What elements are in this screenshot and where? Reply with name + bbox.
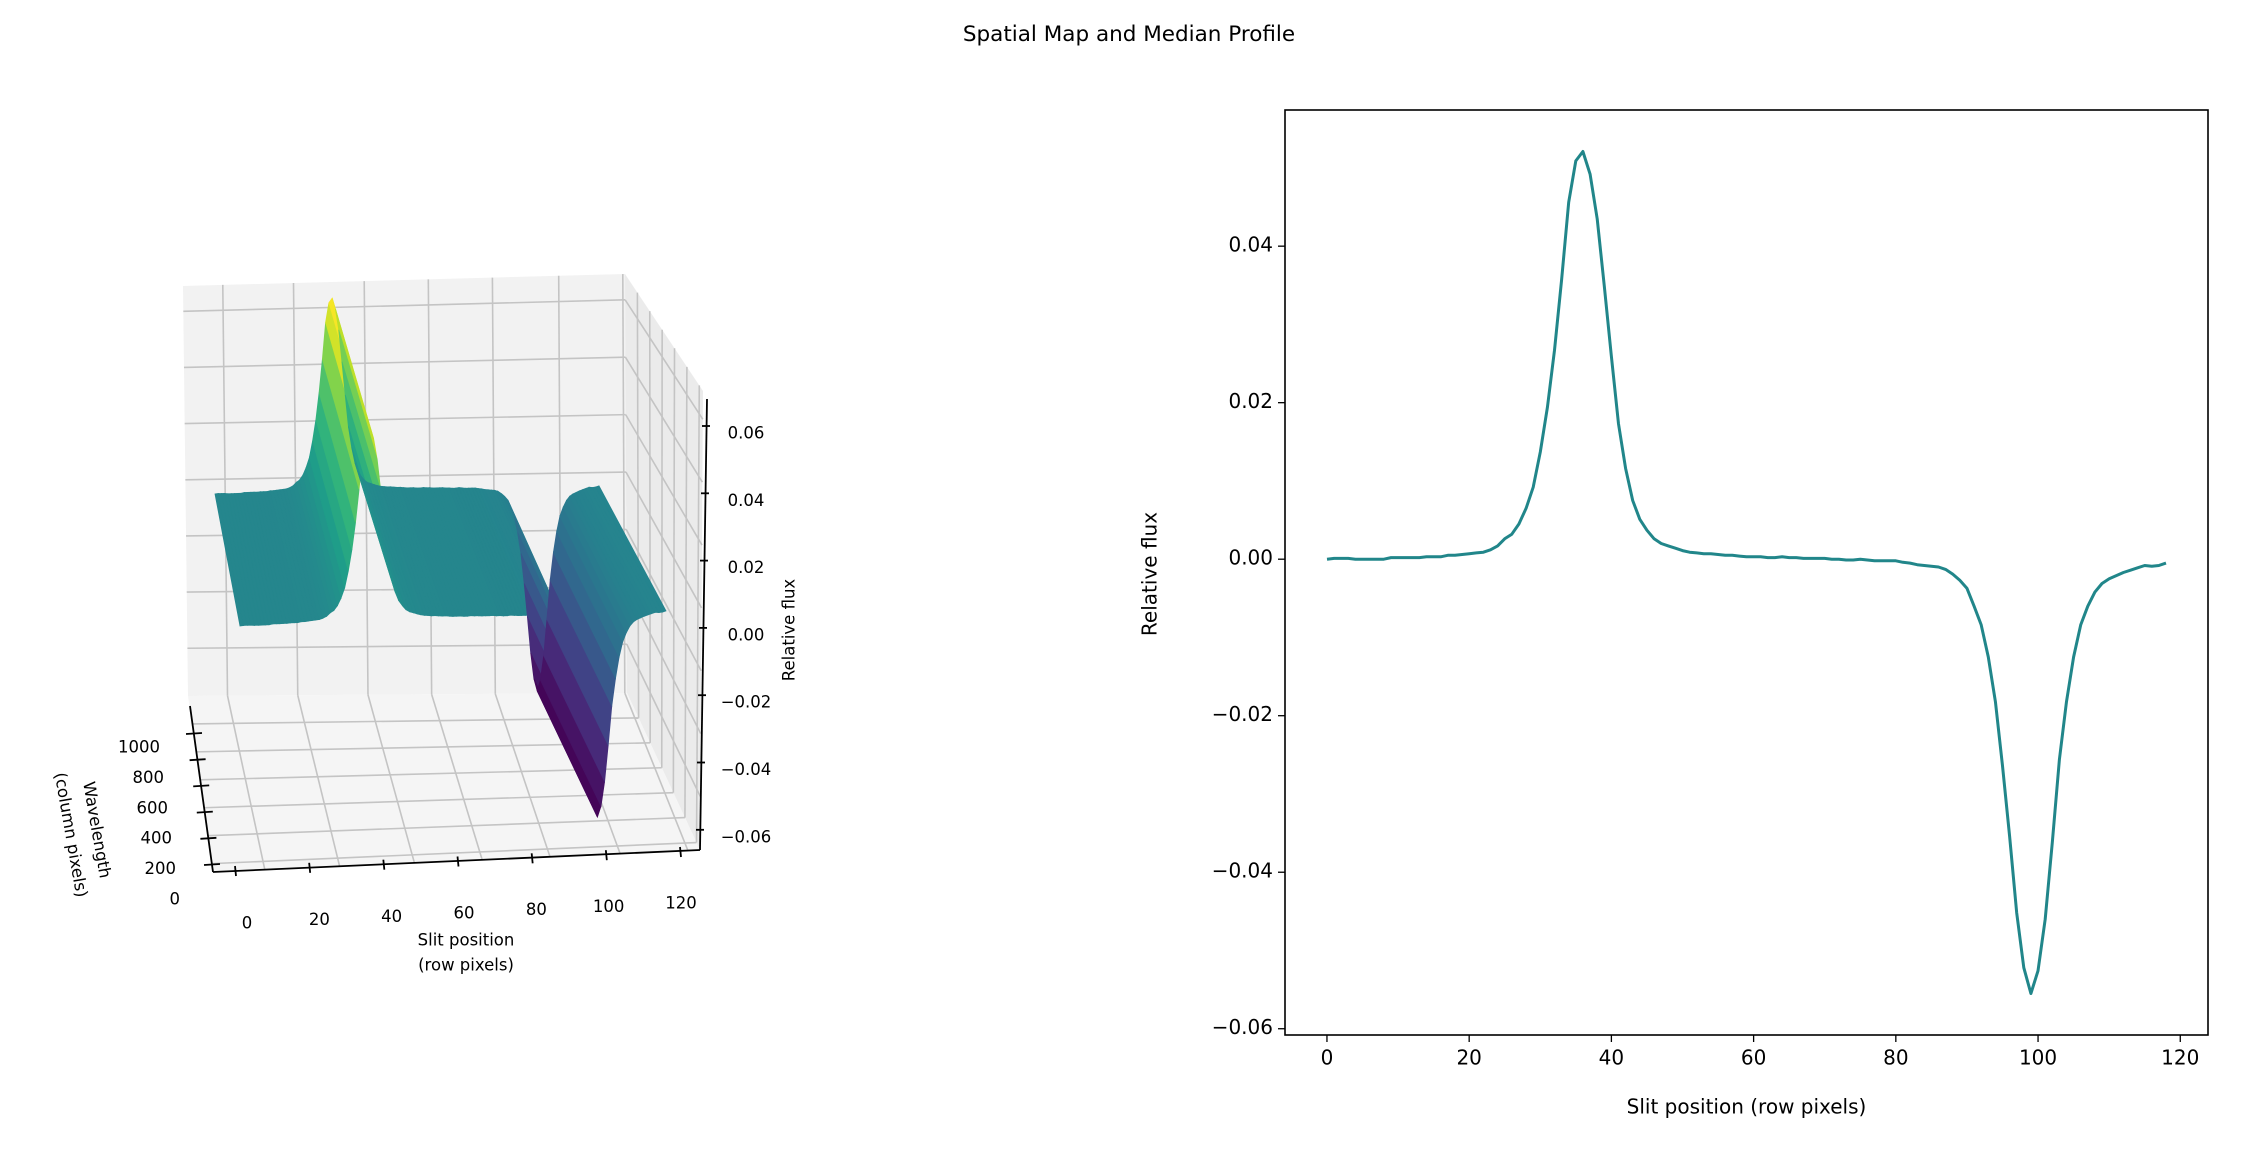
x-tick-label: 60 — [1741, 1046, 1766, 1070]
y-tick-label: 200 — [145, 859, 177, 878]
grid-line — [626, 643, 702, 797]
z-tick-label: 0.04 — [728, 491, 765, 510]
y-tick-label: 0 — [170, 890, 181, 909]
x-tick-label: 120 — [2161, 1046, 2199, 1070]
y-tick-mark — [189, 758, 206, 762]
x-tick-label: 80 — [1883, 1046, 1908, 1070]
y-tick-label: 1000 — [118, 738, 160, 757]
median-profile-plot: 0 20 40 60 80 100 120 0.04 0.02 0.00 −0.02 −0.04 −0.… — [1138, 109, 2209, 1119]
grid-line — [624, 299, 704, 420]
y-tick-mark — [185, 732, 203, 735]
y-tick-label: 400 — [141, 829, 173, 848]
grid-line — [624, 356, 704, 483]
y-tick-label: −0.04 — [1212, 859, 1273, 883]
grid-line — [494, 693, 551, 858]
x-axis-line — [212, 849, 701, 873]
y-tick-mark — [193, 784, 210, 788]
x-axis-label-line-1: Slit position — [418, 931, 515, 950]
grid-line — [684, 366, 688, 818]
x-tick-label: 80 — [526, 900, 547, 919]
x-tick-mark — [530, 853, 534, 864]
x-tick-mark — [234, 865, 237, 877]
x-tick-label: 120 — [665, 894, 697, 913]
grid-line — [695, 385, 701, 843]
x-tick-label: 20 — [1456, 1046, 1481, 1070]
y-tick-label: 0.04 — [1228, 233, 1273, 257]
y-tick-label: −0.02 — [1212, 702, 1273, 726]
grid-line — [491, 277, 497, 694]
x-tick-label: 100 — [593, 897, 625, 916]
plot-frame — [1284, 109, 2209, 1036]
grid-line — [430, 694, 483, 861]
grid-line — [624, 692, 689, 851]
z-axis-label: Relative flux — [780, 579, 799, 682]
x-tick-label: 60 — [454, 904, 475, 923]
z-tick-label: −0.02 — [721, 693, 772, 712]
grid-line — [296, 695, 341, 867]
x-tick-label: 0 — [242, 914, 253, 933]
z-tick-label: 0.06 — [728, 424, 765, 443]
x-tick-label: 100 — [2019, 1046, 2057, 1070]
grid-line — [211, 841, 697, 865]
grid-line — [367, 694, 416, 864]
surface-plot-3d: 0 20 40 60 80 100 120 Slit position (row pixels)… — [51, 274, 799, 975]
grid-line — [672, 348, 676, 793]
z-tick-label: −0.06 — [721, 827, 772, 846]
grid-line — [221, 284, 229, 696]
x-tick-mark — [382, 859, 386, 870]
x-axis-label-line-2: (row pixels) — [418, 956, 514, 975]
y-tick-label: 800 — [133, 768, 165, 787]
z-axis-line — [699, 398, 708, 851]
y-axis-label: Relative flux — [1138, 512, 1162, 636]
grid-line — [625, 471, 703, 609]
y-tick-label: 600 — [137, 798, 169, 817]
grid-line — [636, 292, 640, 718]
grid-line — [427, 279, 433, 695]
x-tick-mark — [456, 856, 460, 867]
x-tick-label: 20 — [309, 910, 330, 929]
z-tick-label: 0.02 — [728, 558, 765, 577]
x-tick-label: 0 — [1321, 1046, 1334, 1070]
grid-line — [226, 695, 266, 870]
grid-line — [183, 356, 626, 369]
y-tick-mark — [203, 863, 221, 866]
x-tick-label: 40 — [1599, 1046, 1624, 1070]
z-tick-label: 0.00 — [728, 625, 765, 644]
y-tick-mark — [200, 836, 217, 840]
grid-line — [185, 471, 626, 481]
grid-line — [625, 529, 702, 672]
z-tick-label: −0.04 — [721, 760, 772, 779]
x-tick-label: 40 — [381, 907, 402, 926]
surface-strip — [595, 485, 667, 613]
x-tick-mark — [308, 862, 312, 873]
x-tick-mark — [679, 846, 682, 858]
x-axis-label: Slit position (row pixels) — [1627, 1095, 1867, 1119]
grid-line — [624, 414, 703, 546]
y-tick-mark — [196, 810, 213, 814]
figure-title: Spatial Map and Median Profile — [962, 22, 1296, 47]
y-tick-label: −0.06 — [1212, 1015, 1273, 1039]
y-tick-label: 0.00 — [1228, 546, 1273, 570]
grid-line — [183, 299, 626, 313]
series-line — [1326, 150, 2167, 995]
grid-line — [184, 413, 626, 425]
x-tick-mark — [604, 850, 608, 861]
side-pane — [625, 274, 703, 850]
grid-line — [207, 816, 685, 837]
y-tick-label: 0.02 — [1228, 389, 1273, 413]
